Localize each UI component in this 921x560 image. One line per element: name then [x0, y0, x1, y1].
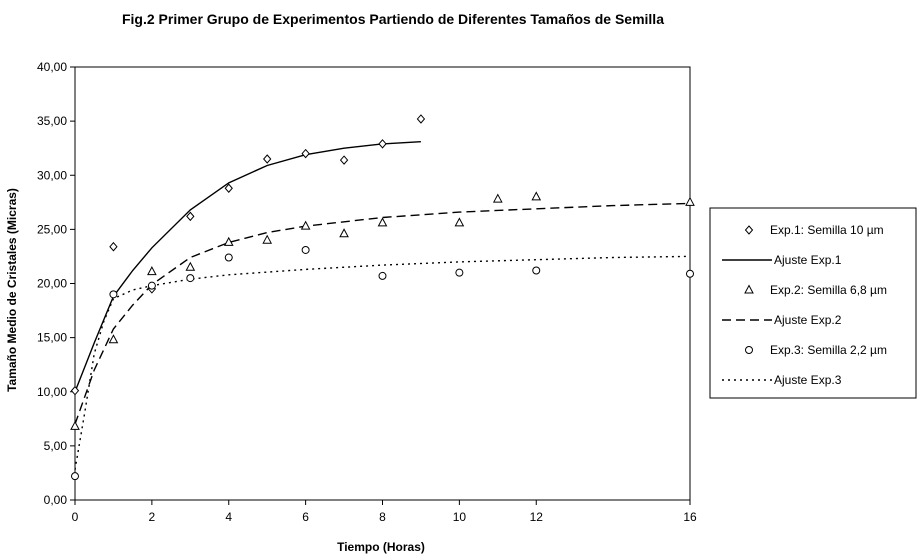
data-point — [262, 234, 273, 244]
legend: Exp.1: Semilla 10 µm Ajuste Exp.1 Exp.2: S… — [709, 207, 917, 399]
data-point — [224, 183, 233, 193]
data-point — [109, 290, 118, 299]
x-tick-label: 2 — [149, 510, 156, 524]
x-tick-label: 12 — [530, 510, 544, 524]
data-point — [109, 241, 118, 252]
y-tick-label: 40,00 — [37, 60, 67, 74]
legend-label: Exp.2: Semilla 6,8 µm — [770, 283, 887, 297]
legend-marker — [745, 346, 753, 354]
y-tick-label: 25,00 — [37, 222, 67, 236]
x-axis-label: Tiempo (Horas) — [337, 540, 425, 554]
x-tick-label: 10 — [453, 510, 467, 524]
data-point — [685, 196, 695, 206]
data-point — [454, 217, 465, 227]
legend-marker — [744, 284, 754, 294]
data-point — [416, 114, 426, 124]
x-tick-label: 16 — [683, 510, 697, 524]
y-tick-label: 5,00 — [44, 439, 68, 453]
data-point — [263, 154, 272, 164]
chart-title: Fig.2 Primer Grupo de Experimentos Parti… — [122, 11, 664, 27]
data-point — [147, 266, 157, 276]
data-point — [186, 274, 195, 283]
data-point — [224, 253, 233, 262]
data-point — [300, 220, 311, 230]
y-tick-label: 10,00 — [37, 385, 67, 399]
series-line — [74, 255, 691, 470]
data-point — [378, 271, 387, 280]
data-point — [531, 191, 542, 201]
data-point — [339, 228, 349, 238]
data-point — [186, 211, 195, 222]
data-point — [108, 334, 119, 344]
x-tick-label: 8 — [379, 510, 386, 524]
data-point — [301, 245, 310, 254]
legend-label: Ajuste Exp.3 — [774, 373, 842, 387]
legend-label: Exp.3: Semilla 2,2 µm — [770, 343, 887, 357]
data-point — [70, 385, 80, 396]
data-point — [492, 193, 503, 203]
series-line — [74, 202, 691, 425]
data-point — [223, 236, 234, 246]
legend-label: Exp.1: Semilla 10 µm — [770, 223, 884, 237]
legend-marker — [744, 225, 754, 235]
plot-area — [74, 66, 691, 501]
y-axis-label: Tamaño Medio de Cristales (Micras) — [5, 188, 19, 392]
data-point — [185, 261, 196, 271]
y-tick-label: 35,00 — [37, 114, 67, 128]
y-axis: 0,00 5,00 10,00 15,00 20,00 25,00 30,00 35,00 40… — [37, 60, 75, 507]
series-layer — [70, 114, 695, 481]
data-point — [455, 268, 464, 277]
data-point — [71, 472, 79, 481]
y-tick-label: 0,00 — [44, 493, 68, 507]
data-point — [339, 155, 349, 165]
legend-label: Ajuste Exp.1 — [774, 253, 842, 267]
series-line — [74, 141, 421, 393]
plot-border — [74, 66, 691, 501]
data-point — [377, 217, 388, 227]
legend-label: Ajuste Exp.2 — [774, 313, 842, 327]
data-point — [378, 139, 387, 149]
y-tick-label: 30,00 — [37, 168, 67, 182]
data-point — [686, 269, 694, 278]
y-tick-label: 15,00 — [37, 331, 67, 345]
data-point — [301, 148, 310, 159]
y-tick-label: 20,00 — [37, 277, 67, 291]
data-point — [70, 420, 80, 430]
x-tick-label: 0 — [72, 510, 79, 524]
data-point — [147, 281, 156, 290]
x-tick-label: 6 — [302, 510, 309, 524]
x-tick-label: 4 — [225, 510, 232, 524]
legend-box — [709, 207, 917, 399]
x-axis: 0 2 4 6 8 10 12 16 — [72, 500, 697, 524]
data-point — [532, 266, 541, 275]
